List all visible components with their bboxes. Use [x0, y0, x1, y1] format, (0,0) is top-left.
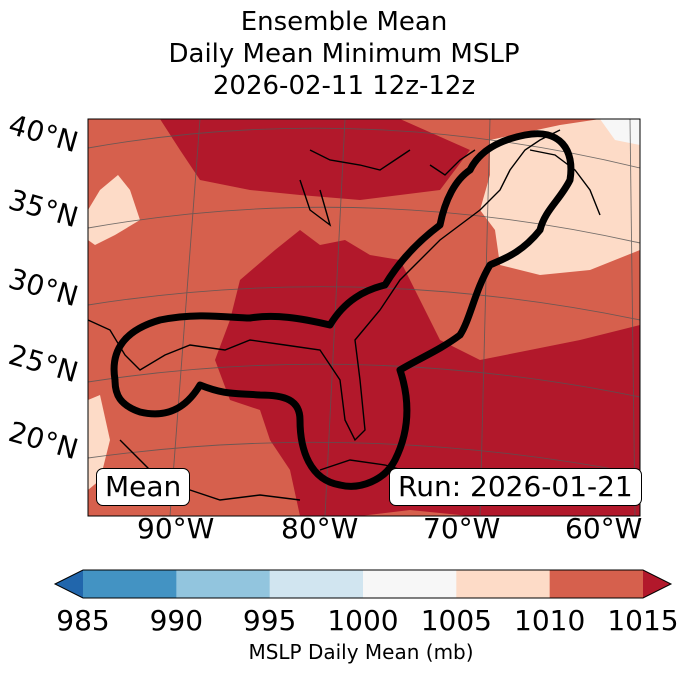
coastline [88, 129, 601, 501]
lon-tick-60w: 60°W [565, 512, 643, 545]
colorbar-swatch-1010 [549, 570, 644, 598]
colorbar-tick-990: 990 [149, 604, 204, 637]
lon-tick-90w: 90°W [137, 512, 215, 545]
colorbar-swatch-995 [269, 570, 364, 598]
colorbar-extend-high [643, 570, 671, 598]
colorbar-extend-low [55, 570, 83, 598]
colorbar-tick-1005: 1005 [420, 604, 492, 637]
run-date-badge: Run: 2026-01-21 [389, 468, 642, 506]
chart-title-line1: Ensemble Mean [240, 7, 448, 37]
colorbar-tick-985: 985 [56, 604, 110, 637]
mean-badge: Mean [96, 468, 191, 506]
chart-title-line3: 2026-02-11 12z-12z [212, 71, 476, 101]
field-north-1010-1015 [160, 119, 470, 200]
colorbar-tick-1015: 1015 [607, 604, 679, 637]
colorbar-label: MSLP Daily Mean (mb) [248, 640, 474, 664]
chart-title-line2: Daily Mean Minimum MSLP [168, 39, 520, 69]
field-southwest-1000-1005 [88, 395, 110, 490]
graticule [88, 119, 640, 516]
colorbar-tick-1000: 1000 [327, 604, 399, 637]
colorbar-swatch-985 [83, 570, 177, 598]
colorbar [53, 569, 673, 599]
map-frame [87, 118, 641, 517]
low-pressure-contour [110, 130, 575, 490]
colorbar-swatch-1005 [456, 570, 551, 598]
field-west-1000-1005 [88, 175, 140, 245]
colorbar-tick-1010: 1010 [514, 604, 586, 637]
field-gulf-1010-1015 [215, 230, 640, 516]
colorbar-tick-995: 995 [242, 604, 297, 637]
lon-tick-80w: 80°W [281, 512, 359, 545]
colorbar-outline [53, 569, 673, 599]
colorbar-swatch-1000 [363, 570, 457, 598]
lon-tick-70w: 70°W [423, 512, 501, 545]
colorbar-swatch-990 [176, 570, 271, 598]
